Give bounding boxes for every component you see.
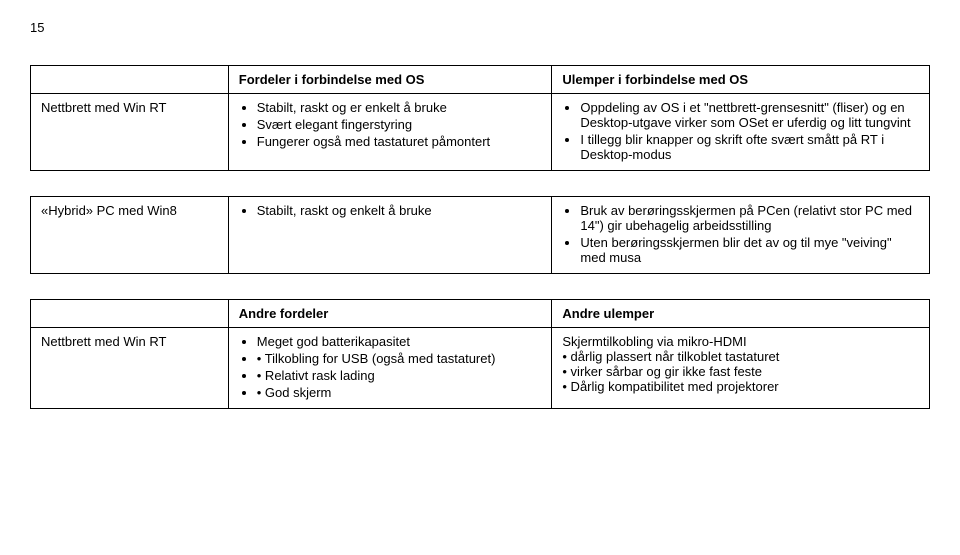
table2-row1-pros: Stabilt, raskt og enkelt å bruke: [228, 197, 552, 274]
list-item: Meget god batterikapasitet: [257, 334, 542, 349]
table3-row1-label: Nettbrett med Win RT: [31, 328, 229, 409]
table1-row1-cons: Oppdeling av OS i et "nettbrett-grensesn…: [552, 94, 930, 171]
table3-row1-cons: Skjermtilkobling via mikro-HDMI • dårlig…: [552, 328, 930, 409]
table2-row1-cons: Bruk av berøringsskjermen på PCen (relat…: [552, 197, 930, 274]
list-item: • Tilkobling for USB (også med tastature…: [257, 351, 542, 366]
list-item: Stabilt, raskt og enkelt å bruke: [257, 203, 542, 218]
table-row: Nettbrett med Win RT Stabilt, raskt og e…: [31, 94, 930, 171]
table3-header-pros: Andre fordeler: [228, 300, 552, 328]
table-row: Nettbrett med Win RT Meget god batterika…: [31, 328, 930, 409]
table3-header-empty: [31, 300, 229, 328]
table-row: «Hybrid» PC med Win8 Stabilt, raskt og e…: [31, 197, 930, 274]
cons-line: • virker sårbar og gir ikke fast feste: [562, 364, 919, 379]
cons-line: • dårlig plassert når tilkoblet tastatur…: [562, 349, 919, 364]
table1-header-pros: Fordeler i forbindelse med OS: [228, 66, 552, 94]
table3-header-cons: Andre ulemper: [552, 300, 930, 328]
list-item: I tillegg blir knapper og skrift ofte sv…: [580, 132, 919, 162]
page-number: 15: [30, 20, 930, 35]
table1-header-empty: [31, 66, 229, 94]
table1-row1-label: Nettbrett med Win RT: [31, 94, 229, 171]
table1-header-cons: Ulemper i forbindelse med OS: [552, 66, 930, 94]
cons-heading: Skjermtilkobling via mikro-HDMI: [562, 334, 919, 349]
list-item: Oppdeling av OS i et "nettbrett-grensesn…: [580, 100, 919, 130]
table-hybrid-pc: «Hybrid» PC med Win8 Stabilt, raskt og e…: [30, 196, 930, 274]
list-item: Bruk av berøringsskjermen på PCen (relat…: [580, 203, 919, 233]
list-item: • God skjerm: [257, 385, 542, 400]
cons-line: • Dårlig kompatibilitet med projektorer: [562, 379, 919, 394]
table-os-pros-cons: Fordeler i forbindelse med OS Ulemper i …: [30, 65, 930, 171]
table-other-pros-cons: Andre fordeler Andre ulemper Nettbrett m…: [30, 299, 930, 409]
list-item: Fungerer også med tastaturet påmontert: [257, 134, 542, 149]
list-item: Uten berøringsskjermen blir det av og ti…: [580, 235, 919, 265]
table3-row1-pros: Meget god batterikapasitet • Tilkobling …: [228, 328, 552, 409]
table2-row1-label: «Hybrid» PC med Win8: [31, 197, 229, 274]
list-item: • Relativt rask lading: [257, 368, 542, 383]
list-item: Svært elegant fingerstyring: [257, 117, 542, 132]
table1-row1-pros: Stabilt, raskt og er enkelt å bruke Svær…: [228, 94, 552, 171]
list-item: Stabilt, raskt og er enkelt å bruke: [257, 100, 542, 115]
